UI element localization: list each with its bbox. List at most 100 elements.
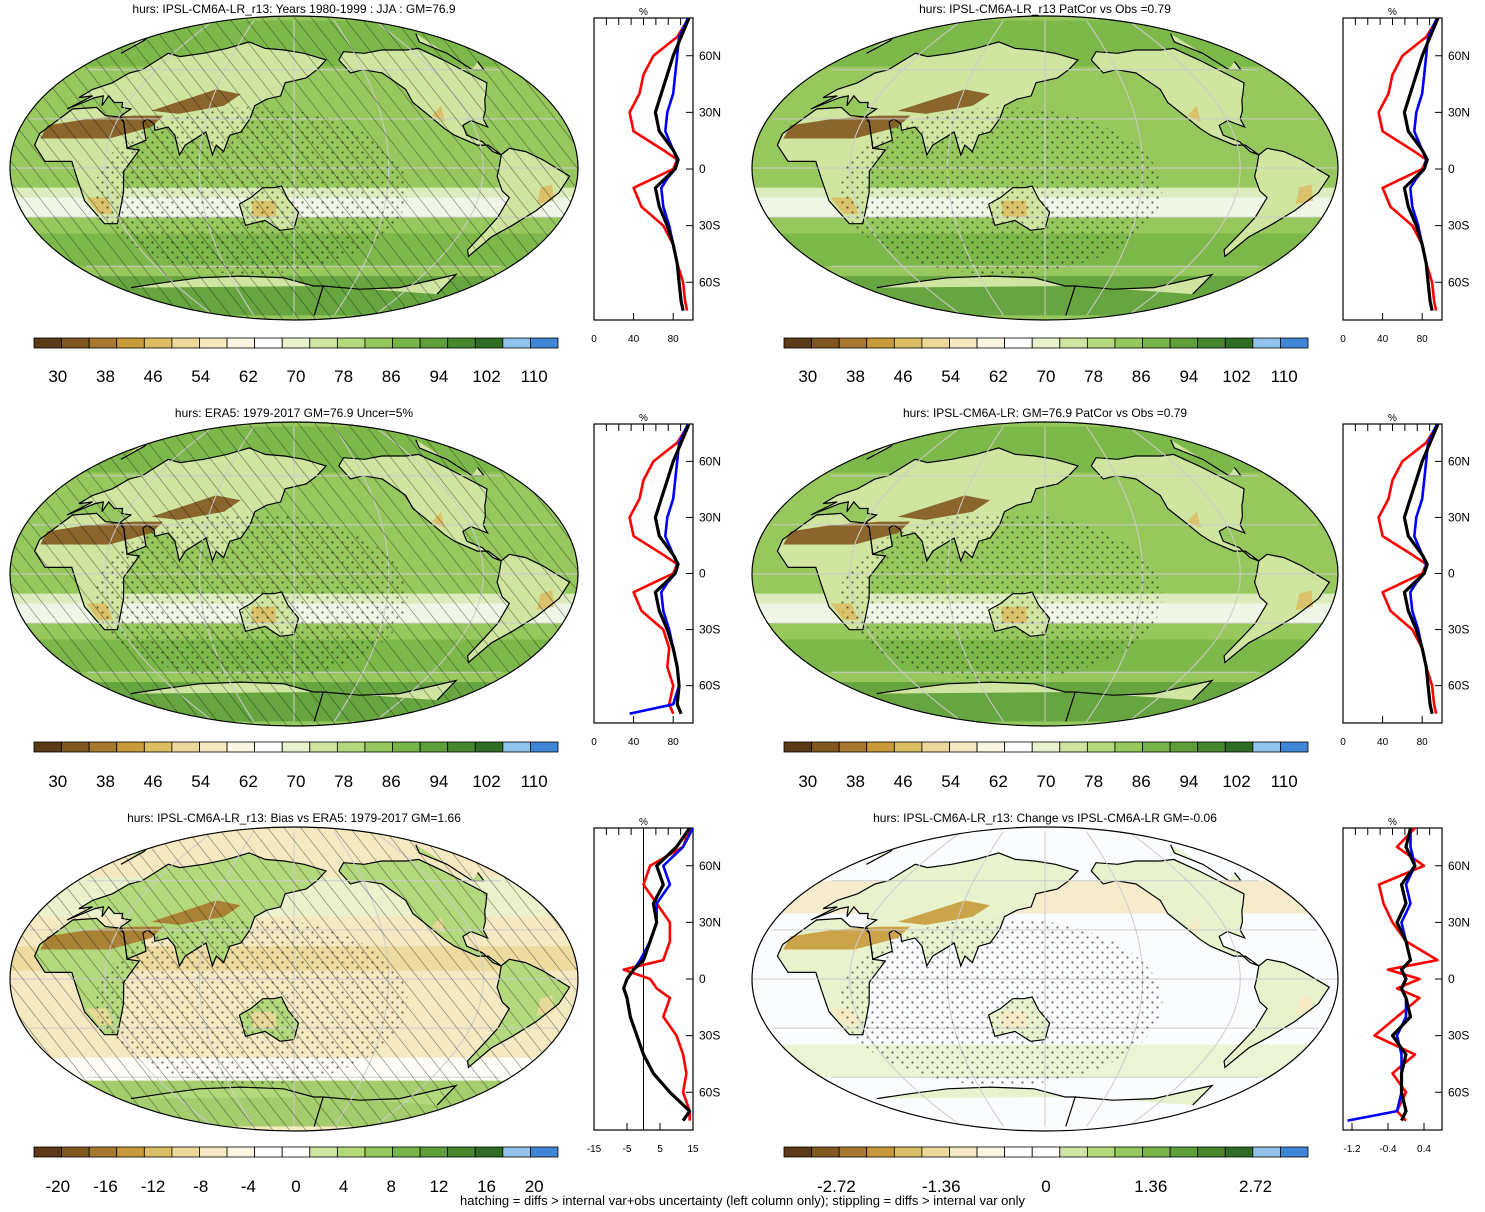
dry-region — [897, 89, 990, 114]
stippling-overlay — [95, 107, 408, 275]
colorbar-swatch — [811, 337, 840, 349]
map-border — [9, 421, 579, 727]
colorbar-label: 8 — [387, 1177, 396, 1196]
colorbar-swatch — [811, 1146, 840, 1158]
colorbar-swatch — [838, 741, 868, 753]
profile-ytick-label: 60S — [699, 275, 720, 289]
profile-xtick-label: 80 — [668, 334, 680, 345]
map-border — [751, 421, 1339, 727]
dry-region — [1187, 916, 1201, 934]
colorbar-swatch — [116, 741, 145, 753]
colorbar-swatch — [88, 741, 118, 753]
colorbar-swatch — [1086, 741, 1116, 753]
colorbar-swatch — [1059, 741, 1088, 753]
colorbar-swatch — [1280, 337, 1309, 349]
colorbar-label: 78 — [1084, 367, 1103, 386]
colorbar-label: 46 — [894, 772, 913, 791]
profile-xtick-label: -15 — [587, 1144, 602, 1155]
colorbar-label: 30 — [798, 772, 817, 791]
land-samerica — [1224, 959, 1330, 1068]
profile-ytick-label: 60S — [699, 1085, 720, 1099]
colorbar-label: 62 — [239, 772, 258, 791]
colorbar-swatch — [447, 1146, 476, 1158]
colorbar-swatch — [447, 337, 476, 349]
colorbar-swatch — [502, 741, 531, 753]
colorbar-label: 102 — [472, 772, 500, 791]
colorbar-swatch — [336, 1146, 366, 1158]
profile-units: % — [639, 817, 648, 828]
colorbar-label: 0 — [291, 1177, 300, 1196]
graticule-lon — [1127, 426, 1241, 722]
colorbar-swatch — [171, 741, 200, 753]
colorbar-swatch — [1252, 1146, 1281, 1158]
coast-samerica — [1223, 147, 1331, 258]
colorbar-swatch — [921, 741, 950, 753]
colorbar-label: 70 — [1037, 367, 1056, 386]
colorbar-swatch — [254, 337, 283, 349]
colorbar-label: 54 — [941, 772, 960, 791]
colorbar-swatch — [419, 741, 449, 753]
colorbar-swatch — [783, 741, 812, 753]
colorbar-swatch — [199, 337, 228, 349]
profile-ytick-label: 30S — [699, 219, 720, 233]
colorbar-label: 78 — [1084, 772, 1103, 791]
coast-samerica — [1223, 958, 1331, 1069]
colorbar-swatch — [1280, 741, 1309, 753]
colorbar-swatch — [116, 337, 145, 349]
colorbar-swatch — [1197, 741, 1226, 753]
dry-region — [1187, 105, 1201, 123]
profile-series-model — [653, 17, 691, 311]
map-p5 — [10, 827, 578, 1131]
coast-antarctica — [876, 1084, 1214, 1127]
profile-units: % — [1388, 413, 1397, 424]
colorbar-label: 46 — [144, 772, 163, 791]
coast-namerica — [1090, 453, 1260, 562]
profile-xtick-label: -5 — [623, 1144, 632, 1155]
colorbar-swatch — [309, 337, 338, 349]
colorbar-swatch — [392, 741, 421, 753]
land-namerica — [1091, 859, 1259, 966]
colorbar-swatch — [1197, 337, 1226, 349]
profile-frame — [1342, 827, 1443, 1131]
colorbar-label: 54 — [191, 367, 210, 386]
colorbar-label: 12 — [429, 1177, 448, 1196]
colorbar-swatch — [281, 1146, 311, 1158]
colorbar-swatch — [171, 1146, 200, 1158]
profile-xtick-label: 40 — [628, 334, 640, 345]
profile-series-model — [1402, 17, 1440, 311]
stippling-overlay — [95, 918, 408, 1086]
colorbar-label: -2.72 — [817, 1177, 856, 1196]
profile-units: % — [1388, 817, 1397, 828]
profile-ytick-label: 60S — [1448, 275, 1469, 289]
map-border — [9, 15, 579, 321]
profile-xtick-label: 0 — [591, 737, 597, 748]
profile-ytick-label: 0 — [699, 567, 706, 581]
colorbar-label: 54 — [191, 772, 210, 791]
colorbar-swatch — [502, 1146, 531, 1158]
colorbar-label: 54 — [941, 367, 960, 386]
profile-xtick-label: 80 — [668, 737, 680, 748]
profile-xtick-label: -1.2 — [1343, 1144, 1361, 1155]
profile-xtick-label: 80 — [1417, 737, 1429, 748]
profile-ytick-label: 30N — [699, 915, 721, 929]
colorbar-swatch — [474, 741, 504, 753]
dry-region — [1295, 995, 1313, 1015]
colorbar-swatch — [254, 741, 283, 753]
colorbar-swatch — [364, 1146, 393, 1158]
panel-p6: hurs: IPSL-CM6A-LR_r13: Change vs IPSL-C… — [751, 811, 1470, 1196]
dry-region — [783, 926, 911, 950]
coast-samerica — [1223, 553, 1331, 664]
figure-footer: hatching = diffs > internal var+obs unce… — [460, 1193, 1025, 1208]
colorbar-swatch — [976, 337, 1006, 349]
colorbar-swatch — [866, 741, 895, 753]
colorbar-label: -4 — [241, 1177, 256, 1196]
land-samerica — [1224, 554, 1330, 663]
colorbar-label: 94 — [429, 367, 448, 386]
colorbar-swatch — [88, 337, 118, 349]
colorbar-swatch — [1169, 741, 1199, 753]
colorbar-label: 70 — [287, 367, 306, 386]
colorbar-label: 46 — [894, 367, 913, 386]
dry-region — [1295, 590, 1313, 610]
profile-xtick-label: 40 — [628, 737, 640, 748]
colorbar-swatch — [226, 741, 256, 753]
